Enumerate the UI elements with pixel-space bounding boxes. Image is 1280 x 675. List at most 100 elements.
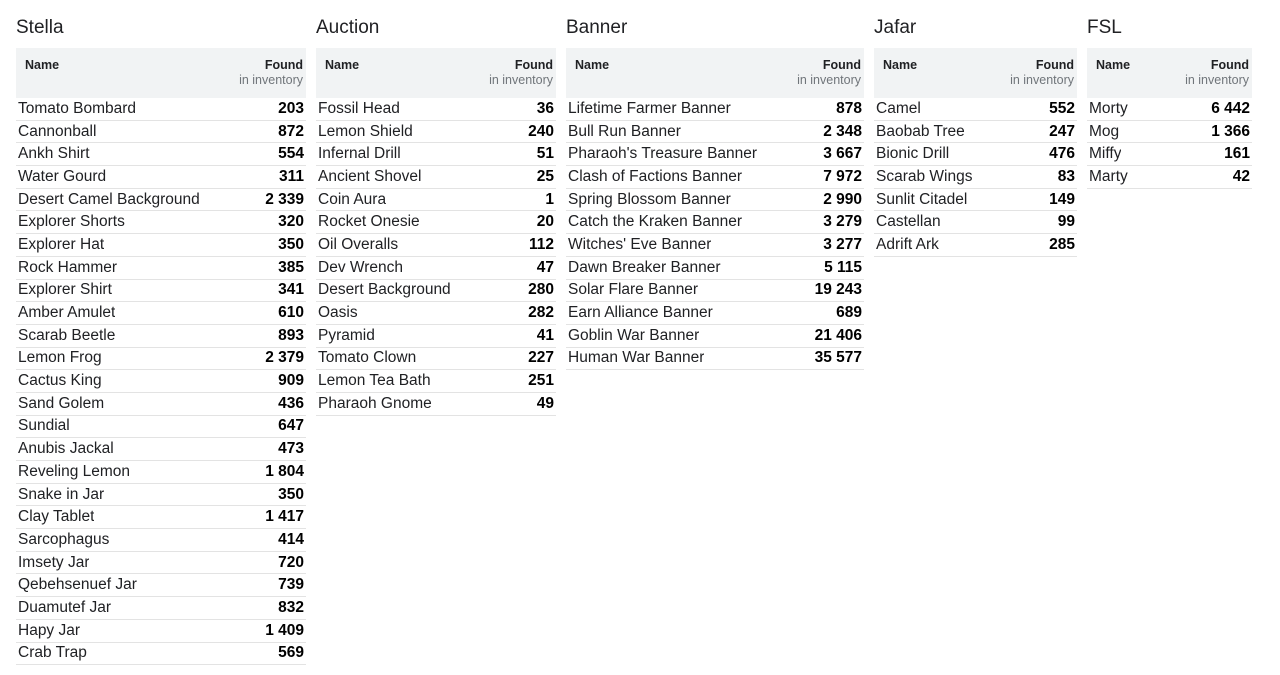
- found-header-label: Found: [514, 58, 553, 72]
- table-header: Name Found in inventory: [566, 48, 864, 98]
- item-name: Desert Camel Background: [18, 190, 200, 208]
- item-count: 35 577: [814, 349, 862, 367]
- table-row: Tomato Clown 227: [316, 348, 556, 371]
- item-count: 414: [278, 530, 304, 548]
- item-count: 436: [278, 394, 304, 412]
- item-count: 51: [536, 145, 554, 163]
- table-row: Snake in Jar 350: [16, 484, 306, 507]
- table-row: Sarcophagus 414: [16, 529, 306, 552]
- table-row: Sundial 647: [16, 416, 306, 439]
- item-count: 350: [278, 485, 304, 503]
- table-row: Catch the Kraken Banner 3 279: [566, 211, 864, 235]
- item-count: 385: [278, 258, 304, 276]
- item-name: Lemon Shield: [318, 122, 413, 140]
- item-name: Catch the Kraken Banner: [568, 213, 743, 231]
- item-count: 247: [1049, 122, 1075, 140]
- table-header: Name Found in inventory: [874, 48, 1077, 98]
- item-count: 25: [536, 167, 554, 185]
- table-row: Cactus King 909: [16, 370, 306, 393]
- found-header-sublabel: in inventory: [1185, 73, 1249, 87]
- table-row: Human War Banner 35 577: [566, 348, 864, 371]
- item-name: Pharaoh's Treasure Banner: [568, 145, 758, 163]
- item-count: 285: [1049, 235, 1075, 253]
- item-count: 554: [278, 145, 304, 163]
- found-header-sublabel: in inventory: [489, 73, 553, 87]
- table-body: Morty 6 442 Mog 1 366 Miffy 161 Marty 42: [1087, 98, 1252, 189]
- item-name: Goblin War Banner: [568, 326, 700, 344]
- item-count: 720: [278, 553, 304, 571]
- item-name: Snake in Jar: [18, 485, 105, 503]
- table-row: Mog 1 366: [1087, 121, 1252, 144]
- table-row: Oasis 282: [316, 302, 556, 325]
- item-count: 647: [278, 417, 304, 435]
- table-row: Pharaoh Gnome 49: [316, 393, 556, 416]
- item-count: 240: [528, 122, 554, 140]
- item-count: 350: [278, 235, 304, 253]
- table-row: Scarab Wings 83: [874, 166, 1077, 189]
- item-count: 83: [1057, 167, 1075, 185]
- table-row: Camel 552: [874, 98, 1077, 121]
- table-row: Scarab Beetle 893: [16, 325, 306, 348]
- item-name: Castellan: [876, 213, 941, 231]
- item-count: 320: [278, 213, 304, 231]
- item-name: Explorer Shorts: [18, 213, 125, 231]
- table-title: Auction: [316, 17, 380, 38]
- item-name: Crab Trap: [18, 644, 87, 662]
- table-row: Castellan 99: [874, 211, 1077, 235]
- item-name: Pyramid: [318, 326, 375, 344]
- table-row: Clash of Factions Banner 7 972: [566, 166, 864, 189]
- table-row: Lemon Tea Bath 251: [316, 370, 556, 393]
- item-count: 2 339: [265, 190, 304, 208]
- item-name: Explorer Hat: [18, 235, 105, 253]
- item-count: 1 366: [1211, 122, 1250, 140]
- table-row: Dawn Breaker Banner 5 115: [566, 257, 864, 280]
- table-row: Earn Alliance Banner 689: [566, 302, 864, 325]
- table-row: Morty 6 442: [1087, 98, 1252, 121]
- item-count: 280: [528, 281, 554, 299]
- table-title: Stella: [16, 17, 64, 38]
- item-name: Solar Flare Banner: [568, 281, 699, 299]
- name-column-header: Name: [325, 58, 360, 72]
- table-header: Name Found in inventory: [16, 48, 306, 98]
- table-row: Explorer Hat 350: [16, 234, 306, 257]
- name-column-header: Name: [25, 58, 60, 72]
- table-row: Explorer Shorts 320: [16, 211, 306, 235]
- found-column-header: Found in inventory: [1010, 58, 1074, 98]
- item-name: Anubis Jackal: [18, 440, 114, 458]
- table-header: Name Found in inventory: [1087, 48, 1252, 98]
- item-name: Lifetime Farmer Banner: [568, 99, 731, 117]
- table-body: Fossil Head 36 Lemon Shield 240 Infernal Dri…: [316, 98, 556, 416]
- table-row: Dev Wrench 47: [316, 257, 556, 280]
- item-name: Sarcophagus: [18, 530, 110, 548]
- table-row: Witches' Eve Banner 3 277: [566, 234, 864, 257]
- item-count: 19 243: [814, 281, 862, 299]
- name-column-header: Name: [883, 58, 918, 72]
- item-name: Tomato Clown: [318, 349, 417, 367]
- fsl-table: FSL Name Found in inventory Morty 6 442 Mo…: [1087, 14, 1252, 189]
- item-name: Camel: [876, 99, 921, 117]
- item-name: Pharaoh Gnome: [318, 394, 432, 412]
- table-row: Goblin War Banner 21 406: [566, 325, 864, 348]
- item-count: 739: [278, 576, 304, 594]
- item-name: Infernal Drill: [318, 145, 401, 163]
- item-name: Witches' Eve Banner: [568, 235, 712, 253]
- item-name: Hapy Jar: [18, 621, 81, 639]
- found-header-label: Found: [1210, 58, 1249, 72]
- item-count: 872: [278, 122, 304, 140]
- item-name: Marty: [1089, 167, 1128, 185]
- table-row: Bionic Drill 476: [874, 143, 1077, 167]
- item-count: 7 972: [823, 167, 862, 185]
- table-row: Lemon Frog 2 379: [16, 348, 306, 371]
- banner-table: Banner Name Found in inventory Lifetime …: [566, 14, 864, 371]
- found-header-sublabel: in inventory: [1010, 73, 1074, 87]
- item-name: Human War Banner: [568, 349, 705, 367]
- item-count: 149: [1049, 190, 1075, 208]
- auction-table: Auction Name Found in inventory Fossil H…: [316, 14, 556, 416]
- item-count: 99: [1057, 213, 1075, 231]
- item-count: 1: [545, 190, 554, 208]
- table-row: Spring Blossom Banner 2 990: [566, 189, 864, 212]
- item-name: Spring Blossom Banner: [568, 190, 731, 208]
- item-count: 36: [536, 99, 554, 117]
- table-row: Crab Trap 569: [16, 643, 306, 666]
- item-count: 3 667: [823, 145, 862, 163]
